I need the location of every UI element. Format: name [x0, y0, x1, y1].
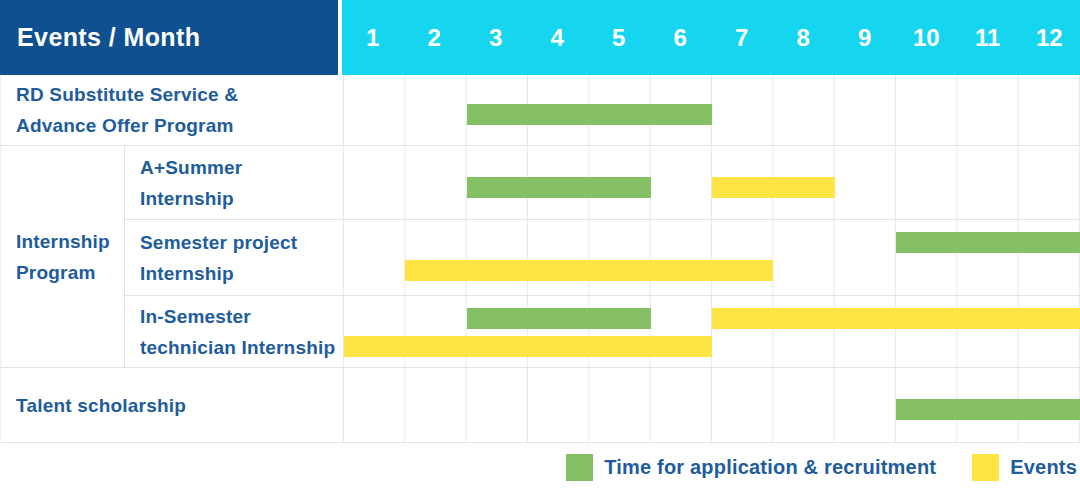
- row-group: InternshipProgramA+SummerInternshipSemes…: [1, 145, 1080, 367]
- row-label: Semester project: [140, 227, 343, 258]
- gantt-row: RD Substitute Service &Advance Offer Pro…: [1, 75, 1080, 145]
- row-label: Talent scholarship: [16, 390, 343, 421]
- month-label: 2: [404, 0, 466, 75]
- row-label-cell: Talent scholarship: [1, 368, 343, 442]
- legend: Time for application & recruitment Events: [530, 452, 1077, 482]
- row-label-cell: Semester projectInternship: [125, 220, 343, 295]
- legend-entry-events: Events: [972, 454, 1077, 481]
- month-label: 4: [527, 0, 589, 75]
- row-label-cell: A+SummerInternship: [125, 146, 343, 219]
- month-label: 11: [957, 0, 1019, 75]
- gantt-bar-application: [896, 232, 1080, 253]
- internship-schedule-gantt: Events / Month 123456789101112 RD Substi…: [0, 0, 1080, 494]
- gantt-bar-application: [896, 399, 1080, 420]
- month-label: 12: [1019, 0, 1080, 75]
- month-grid-cell: [343, 368, 1080, 442]
- gantt-row: In-Semestertechnician Internship: [125, 295, 1080, 367]
- group-label: Program: [16, 257, 124, 288]
- gantt-bar-events: [344, 336, 712, 357]
- row-label: Advance Offer Program: [16, 110, 343, 141]
- month-axis: 123456789101112: [342, 0, 1080, 75]
- row-label: RD Substitute Service &: [16, 79, 343, 110]
- group-subrows: A+SummerInternshipSemester projectIntern…: [125, 146, 1080, 367]
- row-label: Internship: [140, 183, 343, 214]
- gantt-row: Talent scholarship: [1, 367, 1080, 442]
- month-label: 1: [342, 0, 404, 75]
- month-label: 7: [711, 0, 773, 75]
- gantt-bar-events: [712, 177, 835, 198]
- gantt-bar-application: [467, 104, 712, 125]
- header-title: Events / Month: [17, 23, 200, 52]
- gantt-row: A+SummerInternship: [125, 146, 1080, 219]
- month-label: 6: [650, 0, 712, 75]
- month-label: 10: [896, 0, 958, 75]
- month-grid-cell: [343, 220, 1080, 295]
- month-grid-cell: [343, 75, 1080, 145]
- month-label: 9: [834, 0, 896, 75]
- row-label: In-Semester: [140, 301, 343, 332]
- gantt-bar-events: [405, 260, 773, 281]
- month-label: 8: [773, 0, 835, 75]
- month-grid-cell: [343, 296, 1080, 367]
- legend-label-application: Time for application & recruitment: [604, 456, 936, 479]
- group-label: Internship: [16, 226, 124, 257]
- month-grid-cell: [343, 146, 1080, 219]
- legend-swatch-events: [972, 454, 999, 481]
- gantt-bar-application: [467, 177, 651, 198]
- table-header-row: Events / Month 123456789101112: [0, 0, 1080, 75]
- legend-entry-application: Time for application & recruitment: [566, 454, 936, 481]
- row-label: Internship: [140, 258, 343, 289]
- month-label: 5: [588, 0, 650, 75]
- group-label-cell: InternshipProgram: [1, 146, 125, 367]
- row-label: A+Summer: [140, 152, 343, 183]
- gantt-bar-application: [467, 308, 651, 329]
- gantt-body: RD Substitute Service &Advance Offer Pro…: [0, 75, 1080, 443]
- legend-swatch-application: [566, 454, 593, 481]
- row-label-cell: In-Semestertechnician Internship: [125, 296, 343, 367]
- row-label: technician Internship: [140, 332, 343, 363]
- gantt-bar-events: [712, 308, 1080, 329]
- events-month-header-cell: Events / Month: [0, 0, 338, 75]
- row-label-cell: RD Substitute Service &Advance Offer Pro…: [1, 75, 343, 145]
- month-label: 3: [465, 0, 527, 75]
- legend-label-events: Events: [1010, 456, 1077, 479]
- gantt-row: Semester projectInternship: [125, 219, 1080, 295]
